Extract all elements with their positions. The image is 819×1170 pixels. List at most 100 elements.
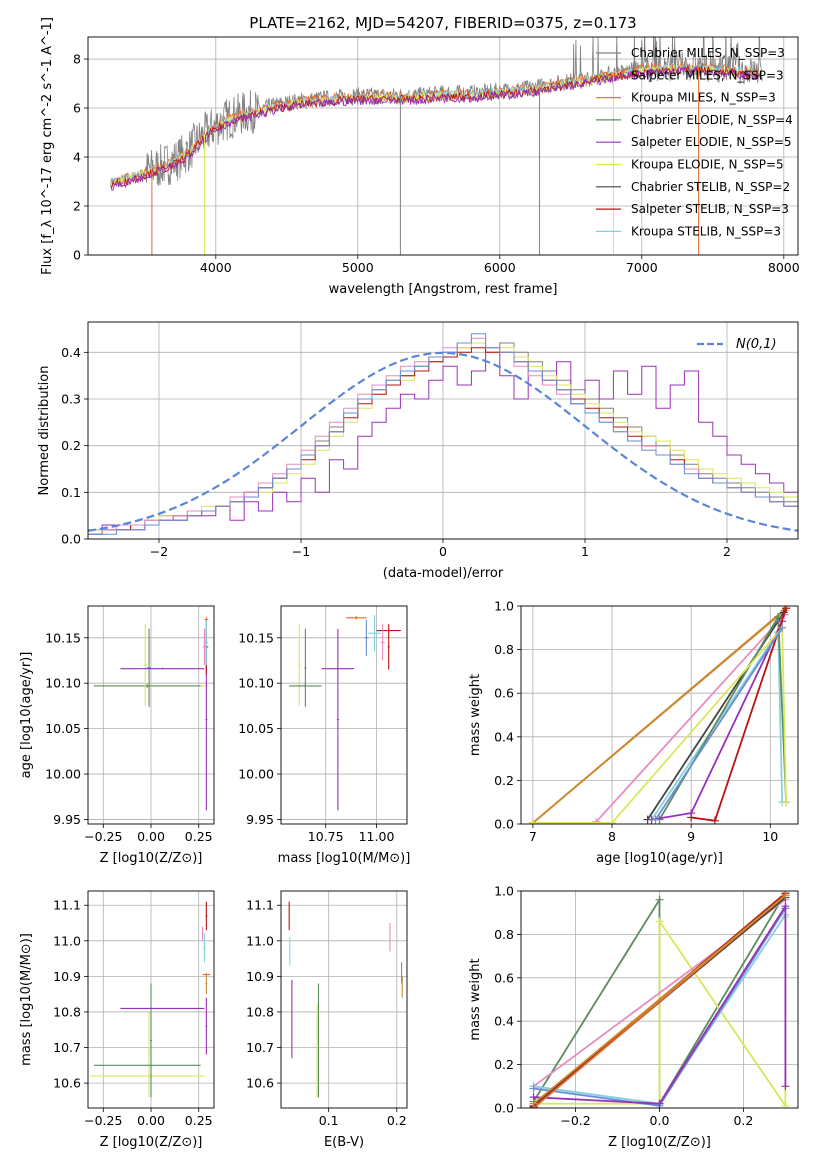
normal-curve — [88, 351, 798, 532]
y-tick-label: 10.6 — [53, 1076, 81, 1091]
spectrum-model-line — [110, 60, 763, 185]
y-tick-label: 10.8 — [246, 1004, 274, 1019]
y-tick-label: 10.10 — [45, 676, 81, 691]
panel-mass_vs_EBV: 0.1 0.2 10.6 10.7 10.8 10.9 11.0 11.1 E(B-V) — [246, 890, 408, 1150]
axes-frame — [280, 605, 408, 825]
spectrum-model-line — [110, 65, 762, 191]
y-tick-label: 10.05 — [238, 721, 274, 736]
plot-area — [529, 891, 790, 1108]
axes-frame — [87, 321, 799, 540]
x-tick-label: 0.1 — [319, 1113, 339, 1128]
y-tick-label: 0.0 — [61, 532, 81, 547]
legend: Chabrier MILES, N_SSP=3 Salpeter MILES, N… — [596, 46, 793, 238]
legend: N(0,1) — [697, 337, 777, 352]
weight-marker — [778, 623, 787, 632]
panel-residuals: −2 −1 0 1 2 0.0 0.1 0.2 0.3 0.4 (data-model)/error… — [37, 321, 799, 581]
weight-marker — [529, 1099, 538, 1108]
panel-weight_vs_Z: −0.2 0.0 0.2 0.0 0.2 0.4 0.6 0.8 1.0 Z [log10(Z/Z… — [468, 884, 799, 1150]
legend-label: Kroupa MILES, N_SSP=3 — [631, 91, 776, 105]
y-tick-label: 10.6 — [246, 1076, 274, 1091]
y-tick-label: 0.0 — [494, 1101, 514, 1116]
y-tick-label: 0 — [73, 248, 81, 263]
y-tick-label: 0.4 — [61, 345, 81, 360]
spectrum-model-line — [110, 64, 762, 189]
x-tick-label: 6000 — [484, 260, 516, 275]
legend-label: N(0,1) — [736, 337, 777, 352]
axes-frame — [87, 36, 799, 256]
weight-marker — [651, 815, 660, 824]
y-tick-label: 9.95 — [53, 812, 81, 827]
y-tick-label: 10.00 — [45, 767, 81, 782]
y-tick-label: 0.0 — [494, 817, 514, 832]
y-tick-label: 0.2 — [494, 773, 514, 788]
y-tick-label: 0.2 — [494, 1057, 514, 1072]
weight-marker — [774, 612, 783, 621]
figure-title: PLATE=2162, MJD=54207, FIBERID=0375, z=0… — [249, 14, 636, 32]
y-tick-label: 4 — [73, 150, 81, 165]
x-tick-label: 10.75 — [308, 829, 344, 844]
y-tick-label: 10.15 — [45, 630, 81, 645]
weight-marker — [608, 818, 617, 824]
weight-marker — [782, 606, 791, 613]
y-tick-label: 0.3 — [61, 392, 81, 407]
weight-marker — [781, 1082, 790, 1091]
x-tick-label: 0.00 — [137, 1113, 165, 1128]
y-tick-label: 0.4 — [494, 729, 514, 744]
weight-line — [532, 625, 787, 824]
x-tick-label: 7000 — [626, 260, 658, 275]
weight-line — [595, 614, 786, 823]
y-tick-label: 10.8 — [53, 1004, 81, 1019]
x-axis-label: Z [log10(Z/Z⊙)] — [100, 1135, 203, 1150]
x-tick-label: 0.0 — [650, 1113, 670, 1128]
panel-age_vs_Z: −0.25 0.00 0.25 9.95 10.00 10.05 10.10 10.15 Z [… — [19, 605, 215, 866]
legend-label: Chabrier STELIB, N_SSP=2 — [631, 180, 790, 194]
panel-weight_vs_age: 7 8 9 10 0.0 0.2 0.4 0.6 0.8 1.0 age [log10(age/yr… — [468, 599, 799, 866]
weight-marker — [655, 917, 664, 926]
legend-label: Chabrier ELODIE, N_SSP=4 — [631, 113, 793, 127]
x-tick-label: 10 — [762, 829, 778, 844]
x-tick-label: 0.2 — [733, 1113, 753, 1128]
x-tick-label: 8 — [608, 829, 616, 844]
weight-line — [533, 903, 787, 1105]
y-tick-label: 0.8 — [494, 927, 514, 942]
weight-marker — [592, 817, 601, 824]
weight-marker — [710, 816, 719, 824]
x-tick-label: −0.25 — [84, 829, 122, 844]
y-axis-label: mass [log10(M/M⊙)] — [19, 933, 34, 1066]
plot-area — [289, 615, 401, 811]
plot-area — [93, 616, 209, 811]
x-tick-label: 8000 — [768, 260, 800, 275]
x-axis-label: wavelength [Angstrom, rest frame] — [329, 282, 558, 297]
x-axis-label: Z [log10(Z/Z⊙)] — [100, 851, 203, 866]
x-axis-label: age [log10(age/yr)] — [596, 851, 723, 866]
weight-marker — [529, 1084, 538, 1093]
y-tick-label: 11.1 — [53, 898, 81, 913]
x-tick-label: −0.2 — [560, 1113, 590, 1128]
y-tick-label: 10.00 — [238, 767, 274, 782]
weight-marker — [782, 798, 791, 807]
legend-label: Salpeter MILES, N_SSP=3 — [631, 68, 784, 82]
x-axis-label: mass [log10(M/M⊙)] — [278, 851, 411, 866]
x-tick-label: 0.25 — [185, 1113, 213, 1128]
y-tick-label: 10.9 — [246, 969, 274, 984]
y-tick-label: 10.7 — [246, 1040, 274, 1055]
axes-frame — [280, 890, 408, 1109]
plot-area — [528, 606, 791, 824]
weight-marker — [528, 818, 537, 824]
weight-line — [533, 894, 786, 1105]
axes-frame — [520, 605, 799, 825]
y-axis-label: Flux [f_λ 10^-17 erg cm^-2 s^-1 A^-1] — [40, 17, 55, 275]
y-tick-label: 1.0 — [494, 884, 514, 899]
legend-label: Chabrier MILES, N_SSP=3 — [631, 46, 785, 60]
axes-frame — [87, 605, 215, 825]
x-tick-label: −0.25 — [84, 1113, 122, 1128]
y-tick-label: 10.7 — [53, 1040, 81, 1055]
x-tick-label: 5000 — [342, 260, 374, 275]
weight-line — [532, 607, 787, 824]
legend-label: Salpeter STELIB, N_SSP=3 — [631, 202, 789, 216]
axes-frame — [87, 890, 215, 1109]
weight-marker — [781, 891, 790, 900]
weight-marker — [781, 1101, 790, 1108]
y-tick-label: 2 — [73, 199, 81, 214]
